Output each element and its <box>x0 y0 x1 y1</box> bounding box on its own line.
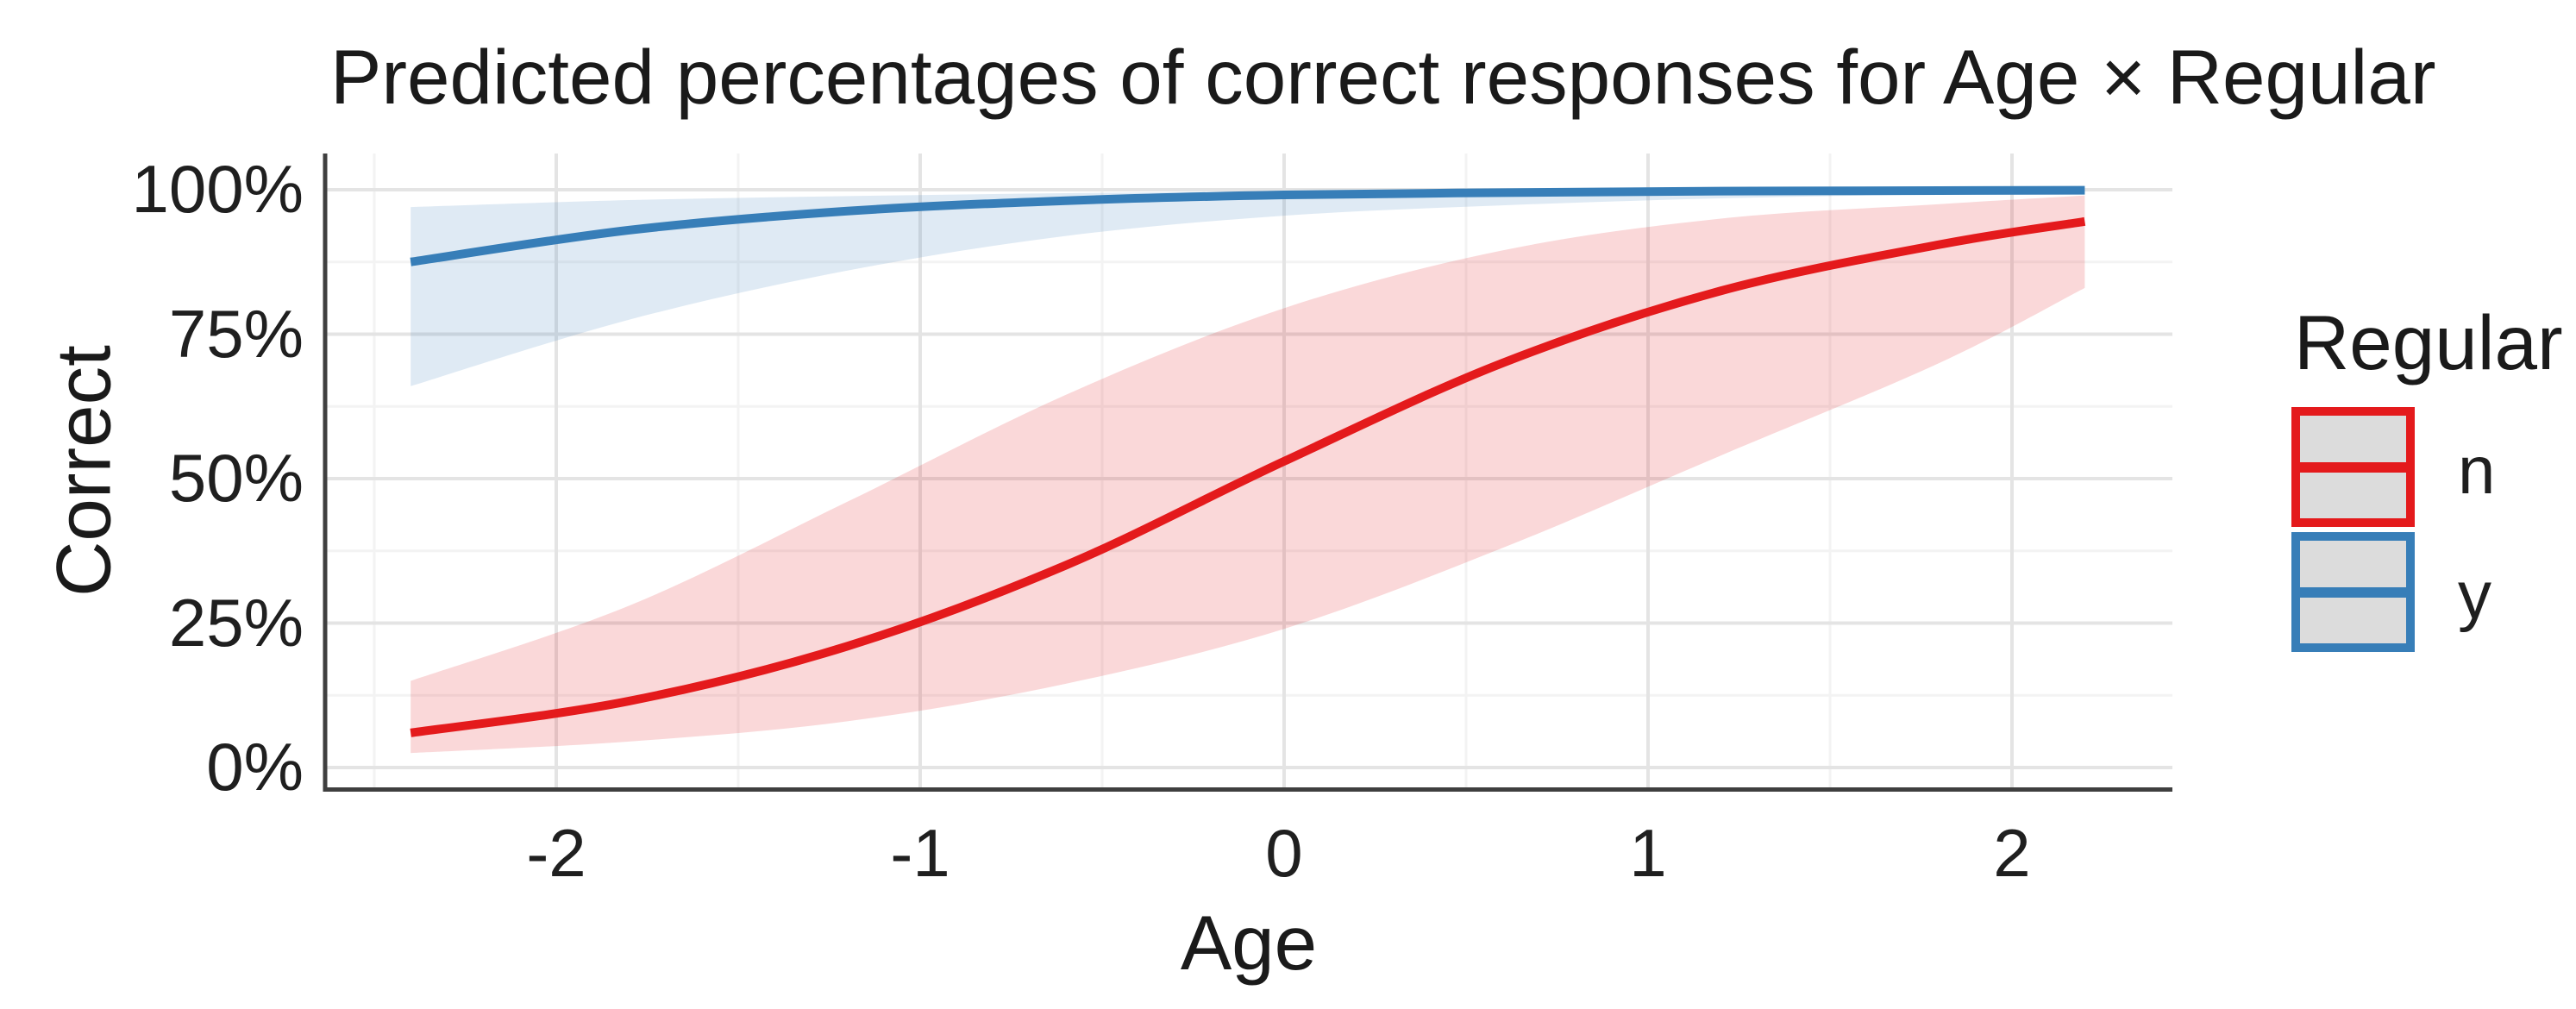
curve-n <box>410 216 2086 737</box>
y-tick-label: 100% <box>131 151 304 227</box>
legend-title: Regular <box>2294 299 2563 385</box>
legend-key-line-y <box>2300 586 2406 598</box>
chart-title: Predicted percentages of correct respons… <box>330 34 2436 120</box>
x-tick-label: -1 <box>890 815 950 891</box>
legend-key-line-n <box>2300 461 2406 473</box>
legend-key-n <box>2291 407 2415 527</box>
x-tick-label: 2 <box>1993 815 2031 891</box>
x-axis-title: Age <box>1180 899 1318 986</box>
curve-y <box>410 185 2085 266</box>
y-tick-label: 0% <box>206 729 304 805</box>
legend-label-y: y <box>2458 557 2491 633</box>
y-tick-label: 50% <box>168 440 304 516</box>
x-tick-label: -2 <box>526 815 586 891</box>
y-tick-label: 25% <box>168 584 304 661</box>
confidence-ribbon-y <box>411 190 2085 386</box>
x-tick-label: 0 <box>1265 815 1303 891</box>
x-tick-label: 1 <box>1629 815 1667 891</box>
legend-label-n: n <box>2458 432 2496 508</box>
legend-key-y <box>2291 532 2415 652</box>
y-tick-label: 75% <box>168 295 304 372</box>
